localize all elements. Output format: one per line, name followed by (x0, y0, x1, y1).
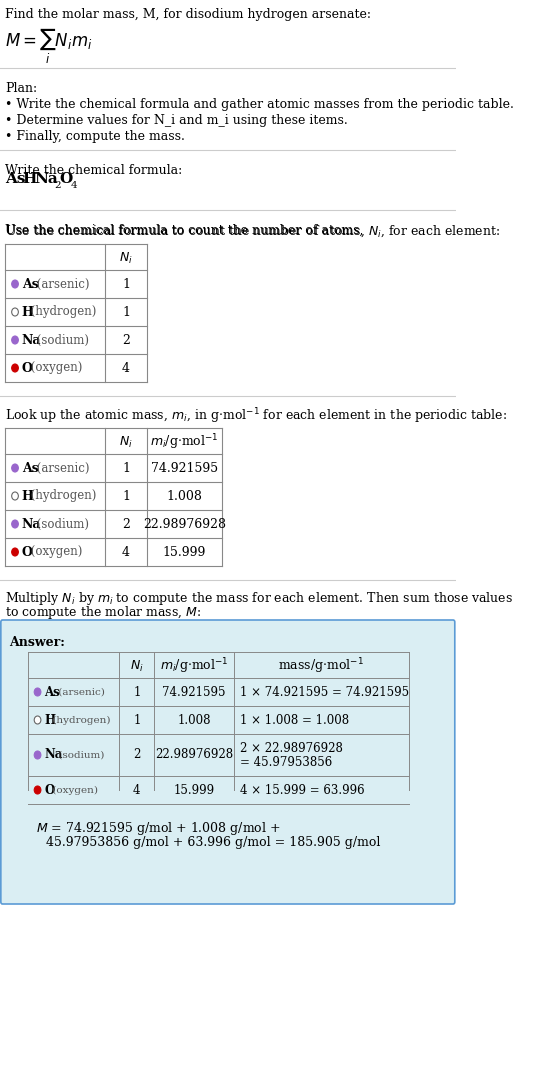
Text: H: H (22, 490, 33, 502)
Text: Look up the atomic mass, $m_i$, in g$\cdot$mol$^{-1}$ for each element in the pe: Look up the atomic mass, $m_i$, in g$\cd… (5, 406, 507, 426)
Text: (hydrogen): (hydrogen) (49, 716, 111, 724)
Circle shape (34, 688, 41, 696)
Text: (oxygen): (oxygen) (27, 546, 82, 558)
Text: Write the chemical formula:: Write the chemical formula: (5, 164, 182, 176)
Text: 4 × 15.999 = 63.996: 4 × 15.999 = 63.996 (240, 783, 365, 796)
Text: Na: Na (34, 172, 58, 186)
Text: As: As (44, 685, 60, 698)
Text: mass/g$\cdot$mol$^{-1}$: mass/g$\cdot$mol$^{-1}$ (278, 656, 364, 676)
Text: O: O (60, 172, 73, 186)
Text: $M$ = 74.921595 g/mol + 1.008 g/mol +: $M$ = 74.921595 g/mol + 1.008 g/mol + (36, 820, 281, 837)
Text: • Determine values for N_i and m_i using these items.: • Determine values for N_i and m_i using… (5, 114, 348, 127)
Text: As: As (22, 278, 38, 291)
Text: 22.98976928: 22.98976928 (143, 518, 226, 530)
Text: 15.999: 15.999 (174, 783, 215, 796)
Text: Answer:: Answer: (9, 636, 65, 649)
Text: Multiply $N_i$ by $m_i$ to compute the mass for each element. Then sum those val: Multiply $N_i$ by $m_i$ to compute the m… (5, 590, 513, 607)
Text: (arsenic): (arsenic) (33, 462, 89, 475)
Text: 1 × 74.921595 = 74.921595: 1 × 74.921595 = 74.921595 (240, 685, 410, 698)
Text: 2: 2 (54, 181, 61, 190)
Text: 1: 1 (122, 462, 130, 475)
Text: 4: 4 (122, 546, 130, 558)
Text: (sodium): (sodium) (55, 750, 104, 760)
Text: O: O (22, 362, 33, 374)
Text: Na: Na (22, 518, 41, 530)
Text: 2: 2 (133, 749, 140, 762)
Text: As: As (5, 172, 26, 186)
Text: 74.921595: 74.921595 (162, 685, 225, 698)
Text: (oxygen): (oxygen) (27, 362, 82, 374)
Text: • Write the chemical formula and gather atomic masses from the periodic table.: • Write the chemical formula and gather … (5, 98, 514, 111)
Text: $M = \sum_i N_i m_i$: $M = \sum_i N_i m_i$ (5, 26, 92, 66)
Text: 1 × 1.008 = 1.008: 1 × 1.008 = 1.008 (240, 713, 349, 726)
Text: (hydrogen): (hydrogen) (27, 490, 97, 502)
Text: (arsenic): (arsenic) (55, 688, 104, 696)
Text: $m_i$/g$\cdot$mol$^{-1}$: $m_i$/g$\cdot$mol$^{-1}$ (159, 656, 228, 676)
Circle shape (11, 492, 19, 500)
Text: 2: 2 (122, 518, 130, 530)
Text: O: O (22, 546, 33, 558)
Text: Na: Na (44, 749, 63, 762)
Circle shape (11, 308, 19, 316)
Text: 2 × 22.98976928: 2 × 22.98976928 (240, 741, 343, 754)
Circle shape (11, 336, 19, 344)
Text: 1: 1 (133, 713, 140, 726)
Circle shape (34, 785, 41, 794)
Text: to compute the molar mass, $M$:: to compute the molar mass, $M$: (5, 604, 201, 621)
Text: O: O (44, 783, 55, 796)
Text: $N_i$: $N_i$ (119, 435, 133, 450)
Text: 1: 1 (122, 278, 130, 291)
Text: H: H (22, 306, 33, 318)
Text: $N_i$: $N_i$ (119, 251, 133, 266)
Circle shape (11, 280, 19, 288)
Text: 22.98976928: 22.98976928 (155, 749, 233, 762)
Text: As: As (22, 462, 38, 475)
Text: H: H (22, 172, 37, 186)
Circle shape (11, 364, 19, 372)
Text: Use the chemical formula to count the number of atoms, $N_i$, for each element:: Use the chemical formula to count the nu… (5, 224, 500, 240)
Text: 1: 1 (133, 685, 140, 698)
Circle shape (11, 520, 19, 528)
Circle shape (11, 464, 19, 472)
Circle shape (11, 548, 19, 556)
Text: 74.921595: 74.921595 (151, 462, 218, 475)
Text: $m_i$/g$\cdot$mol$^{-1}$: $m_i$/g$\cdot$mol$^{-1}$ (150, 433, 219, 452)
Circle shape (34, 716, 41, 724)
Text: (arsenic): (arsenic) (33, 278, 89, 291)
Text: $N_i$: $N_i$ (130, 659, 144, 674)
Text: 45.97953856 g/mol + 63.996 g/mol = 185.905 g/mol: 45.97953856 g/mol + 63.996 g/mol = 185.9… (46, 836, 380, 849)
Text: Na: Na (22, 334, 41, 346)
Text: 1.008: 1.008 (177, 713, 211, 726)
Text: (oxygen): (oxygen) (49, 785, 98, 794)
Text: 15.999: 15.999 (163, 546, 206, 558)
Text: = 45.97953856: = 45.97953856 (240, 755, 333, 768)
Text: H: H (44, 713, 55, 726)
Text: • Finally, compute the mass.: • Finally, compute the mass. (5, 130, 185, 143)
Text: 4: 4 (122, 362, 130, 374)
Text: 1: 1 (122, 490, 130, 502)
Text: 2: 2 (122, 334, 130, 346)
Text: (sodium): (sodium) (33, 518, 88, 530)
Circle shape (34, 751, 41, 759)
Text: 4: 4 (70, 181, 77, 190)
Text: (hydrogen): (hydrogen) (27, 306, 97, 318)
Text: Plan:: Plan: (5, 82, 37, 95)
Text: (sodium): (sodium) (33, 334, 88, 346)
Text: 1: 1 (122, 306, 130, 318)
Text: 1.008: 1.008 (167, 490, 203, 502)
Text: Use the chemical formula to count the number of atoms,: Use the chemical formula to count the nu… (5, 224, 367, 237)
FancyBboxPatch shape (1, 620, 455, 904)
Text: Find the molar mass, M, for disodium hydrogen arsenate:: Find the molar mass, M, for disodium hyd… (5, 8, 371, 22)
Text: 4: 4 (133, 783, 141, 796)
